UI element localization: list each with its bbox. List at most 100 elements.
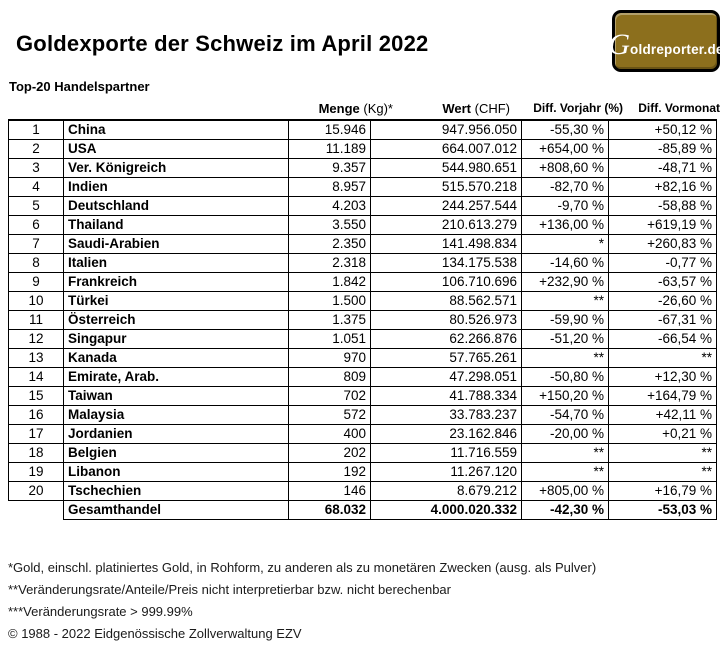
diff-vorjahr-cell: +150,20 % [521, 385, 609, 406]
diff-vormonat-cell: +82,16 % [608, 176, 717, 197]
table-row: 1 China 15.946 947.956.050 -55,30 % +50,… [8, 119, 717, 140]
diff-vorjahr-cell: -9,70 % [521, 195, 609, 216]
col-header-diff-vorjahr: Diff. Vorjahr (%) [533, 101, 623, 115]
diff-vormonat-cell: +12,30 % [608, 366, 717, 387]
diff-vormonat-cell: ** [608, 461, 717, 482]
page-title: Goldexporte der Schweiz im April 2022 [16, 31, 429, 56]
diff-vormonat-cell: +42,11 % [608, 404, 717, 425]
footnote-gold-definition: *Gold, einschl. platiniertes Gold, in Ro… [8, 560, 597, 575]
wert-cell: 23.162.846 [370, 423, 522, 444]
menge-cell: 702 [288, 385, 371, 406]
country-cell: Frankreich [63, 271, 289, 292]
diff-vormonat-cell: -63,57 % [608, 271, 717, 292]
wert-cell: 33.783.237 [370, 404, 522, 425]
diff-vorjahr-cell: -50,80 % [521, 366, 609, 387]
diff-vormonat-cell: +0,21 % [608, 423, 717, 444]
table-row: 14 Emirate, Arab. 809 47.298.051 -50,80 … [8, 366, 717, 387]
wert-cell: 80.526.973 [370, 309, 522, 330]
table-row: 8 Italien 2.318 134.175.538 -14,60 % -0,… [8, 252, 717, 273]
rank-cell: 20 [8, 480, 64, 501]
menge-cell: 9.357 [288, 157, 371, 178]
table-row: 6 Thailand 3.550 210.613.279 +136,00 % +… [8, 214, 717, 235]
wert-cell: 544.980.651 [370, 157, 522, 178]
menge-cell: 3.550 [288, 214, 371, 235]
diff-vormonat-cell: -66,54 % [608, 328, 717, 349]
wert-cell: 8.679.212 [370, 480, 522, 501]
table-row: 4 Indien 8.957 515.570.218 -82,70 % +82,… [8, 176, 717, 197]
wert-cell: 664.007.012 [370, 138, 522, 159]
logo-text: oldreporter.de [630, 42, 724, 57]
total-diff-vormonat-cell: -53,03 % [608, 499, 717, 520]
gold-exports-table: 1 China 15.946 947.956.050 -55,30 % +50,… [8, 119, 717, 520]
menge-cell: 15.946 [288, 119, 371, 140]
wert-cell: 210.613.279 [370, 214, 522, 235]
diff-vormonat-cell: -48,71 % [608, 157, 717, 178]
total-wert-cell: 4.000.020.332 [370, 499, 522, 520]
country-cell: Kanada [63, 347, 289, 368]
diff-vormonat-cell: +50,12 % [608, 119, 717, 140]
rank-cell: 13 [8, 347, 64, 368]
diff-vorjahr-cell: +136,00 % [521, 214, 609, 235]
rank-cell: 4 [8, 176, 64, 197]
diff-vorjahr-cell: ** [521, 290, 609, 311]
diff-vormonat-cell: ** [608, 347, 717, 368]
table-row: 17 Jordanien 400 23.162.846 -20,00 % +0,… [8, 423, 717, 444]
wert-cell: 47.298.051 [370, 366, 522, 387]
country-cell: Libanon [63, 461, 289, 482]
menge-cell: 146 [288, 480, 371, 501]
diff-vormonat-cell: -0,77 % [608, 252, 717, 273]
rank-cell: 6 [8, 214, 64, 235]
country-cell: Taiwan [63, 385, 289, 406]
diff-vormonat-cell: ** [608, 442, 717, 463]
rank-cell: 3 [8, 157, 64, 178]
table-row: 5 Deutschland 4.203 244.257.544 -9,70 % … [8, 195, 717, 216]
table-row: 15 Taiwan 702 41.788.334 +150,20 % +164,… [8, 385, 717, 406]
wert-cell: 62.266.876 [370, 328, 522, 349]
total-empty-cell [8, 499, 64, 519]
country-cell: Ver. Königreich [63, 157, 289, 178]
diff-vormonat-cell: -26,60 % [608, 290, 717, 311]
rank-cell: 17 [8, 423, 64, 444]
diff-vormonat-cell: +619,19 % [608, 214, 717, 235]
wert-cell: 244.257.544 [370, 195, 522, 216]
country-cell: Belgien [63, 442, 289, 463]
wert-cell: 11.267.120 [370, 461, 522, 482]
col-header-wert: Wert (CHF) [442, 101, 510, 116]
country-cell: Deutschland [63, 195, 289, 216]
table-row: 11 Österreich 1.375 80.526.973 -59,90 % … [8, 309, 717, 330]
menge-cell: 970 [288, 347, 371, 368]
rank-cell: 7 [8, 233, 64, 254]
table-row: 12 Singapur 1.051 62.266.876 -51,20 % -6… [8, 328, 717, 349]
menge-cell: 400 [288, 423, 371, 444]
total-menge-cell: 68.032 [288, 499, 371, 520]
menge-cell: 572 [288, 404, 371, 425]
wert-cell: 141.498.834 [370, 233, 522, 254]
country-cell: Türkei [63, 290, 289, 311]
country-cell: Saudi-Arabien [63, 233, 289, 254]
country-cell: Thailand [63, 214, 289, 235]
total-label-cell: Gesamthandel [63, 499, 289, 520]
rank-cell: 19 [8, 461, 64, 482]
country-cell: China [63, 119, 289, 140]
diff-vorjahr-cell: -82,70 % [521, 176, 609, 197]
diff-vorjahr-cell: +805,00 % [521, 480, 609, 501]
diff-vorjahr-cell: -59,90 % [521, 309, 609, 330]
diff-vormonat-cell: -67,31 % [608, 309, 717, 330]
diff-vorjahr-cell: -20,00 % [521, 423, 609, 444]
menge-cell: 192 [288, 461, 371, 482]
rank-cell: 12 [8, 328, 64, 349]
diff-vorjahr-cell: ** [521, 461, 609, 482]
footnote-double-asterisk: **Veränderungsrate/Anteile/Preis nicht i… [8, 582, 451, 597]
diff-vorjahr-cell: -55,30 % [521, 119, 609, 140]
country-cell: USA [63, 138, 289, 159]
diff-vorjahr-cell: * [521, 233, 609, 254]
diff-vormonat-cell: +164,79 % [608, 385, 717, 406]
table-row: 3 Ver. Königreich 9.357 544.980.651 +808… [8, 157, 717, 178]
rank-cell: 18 [8, 442, 64, 463]
country-cell: Tschechien [63, 480, 289, 501]
wert-cell: 57.765.261 [370, 347, 522, 368]
menge-cell: 11.189 [288, 138, 371, 159]
table-row: 18 Belgien 202 11.716.559 ** ** [8, 442, 717, 463]
table-row: 2 USA 11.189 664.007.012 +654,00 % -85,8… [8, 138, 717, 159]
